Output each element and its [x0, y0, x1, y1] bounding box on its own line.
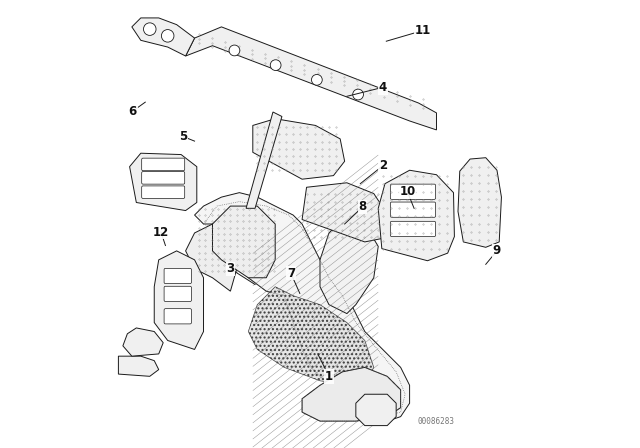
Circle shape	[229, 45, 240, 56]
Polygon shape	[248, 287, 374, 385]
Circle shape	[270, 60, 281, 70]
FancyBboxPatch shape	[390, 184, 436, 199]
Text: 7: 7	[287, 267, 295, 280]
Polygon shape	[253, 119, 345, 179]
Polygon shape	[302, 183, 385, 242]
Polygon shape	[130, 153, 197, 211]
Text: 2: 2	[379, 159, 387, 172]
Polygon shape	[246, 112, 282, 208]
Circle shape	[312, 74, 323, 85]
Polygon shape	[356, 394, 396, 426]
Circle shape	[161, 30, 174, 42]
Polygon shape	[378, 170, 454, 261]
FancyBboxPatch shape	[390, 202, 436, 217]
Polygon shape	[123, 328, 163, 356]
FancyBboxPatch shape	[141, 186, 185, 198]
Polygon shape	[132, 18, 195, 56]
Polygon shape	[154, 251, 204, 349]
Text: 11: 11	[415, 24, 431, 37]
Text: 8: 8	[358, 200, 367, 214]
FancyBboxPatch shape	[164, 286, 191, 302]
Text: 10: 10	[399, 185, 415, 198]
FancyBboxPatch shape	[141, 158, 185, 171]
FancyBboxPatch shape	[141, 172, 185, 184]
Text: 12: 12	[153, 225, 169, 239]
FancyBboxPatch shape	[390, 221, 436, 237]
Text: 4: 4	[379, 81, 387, 94]
Circle shape	[353, 89, 364, 100]
Text: 5: 5	[179, 130, 188, 143]
FancyBboxPatch shape	[164, 268, 191, 284]
Text: 3: 3	[227, 262, 234, 276]
Text: 00086283: 00086283	[418, 417, 455, 426]
Polygon shape	[186, 224, 239, 291]
Circle shape	[143, 23, 156, 35]
Polygon shape	[302, 367, 401, 421]
Polygon shape	[195, 193, 410, 421]
Text: 9: 9	[493, 244, 501, 258]
Text: 6: 6	[129, 104, 137, 118]
Polygon shape	[320, 215, 378, 314]
Polygon shape	[186, 27, 436, 130]
Text: 1: 1	[325, 370, 333, 383]
Polygon shape	[458, 158, 502, 247]
Polygon shape	[212, 206, 275, 278]
FancyBboxPatch shape	[164, 309, 191, 324]
Polygon shape	[118, 356, 159, 376]
